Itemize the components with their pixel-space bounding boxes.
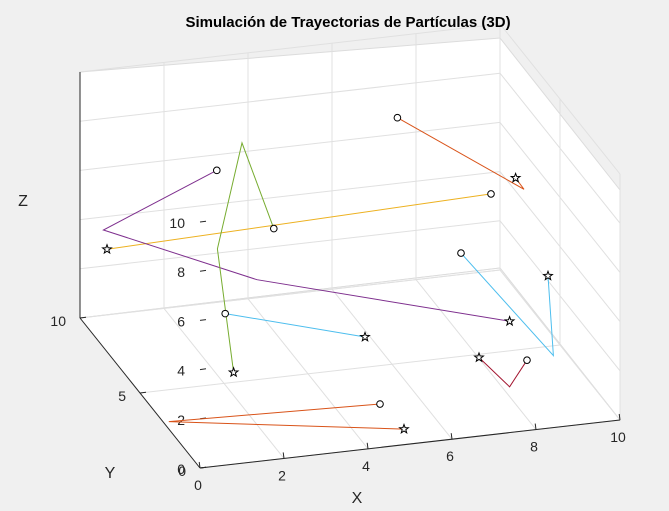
grid-lines bbox=[79, 23, 621, 469]
end-marker bbox=[542, 269, 554, 281]
z-tick-mark bbox=[199, 368, 207, 371]
y-tick-label: 0 bbox=[178, 463, 186, 479]
start-marker bbox=[457, 249, 465, 257]
z-tick-mark bbox=[199, 466, 207, 469]
x-axis-label: X bbox=[352, 490, 363, 507]
z-tick-label: 0 bbox=[177, 461, 185, 477]
trajectory-line bbox=[478, 357, 528, 388]
end-marker bbox=[398, 423, 410, 434]
series-5 bbox=[221, 309, 371, 342]
x-tick-mark bbox=[282, 452, 285, 459]
x-tick-label: 4 bbox=[362, 458, 370, 474]
end-marker bbox=[227, 366, 240, 378]
start-marker bbox=[523, 356, 531, 364]
z-tick-mark bbox=[199, 220, 207, 223]
z-tick-mark bbox=[199, 269, 207, 272]
series-3 bbox=[102, 166, 516, 327]
end-marker bbox=[359, 330, 371, 342]
grid-line-z bbox=[79, 269, 501, 319]
z-tick-label: 6 bbox=[177, 313, 185, 329]
start-marker bbox=[270, 224, 278, 233]
x-tick-mark bbox=[450, 433, 453, 440]
y-tick-mark bbox=[139, 391, 147, 394]
x-tick-mark bbox=[198, 461, 201, 469]
start-marker bbox=[393, 113, 402, 122]
x-tick-mark bbox=[618, 413, 621, 421]
z-tick-label: 4 bbox=[177, 363, 185, 379]
z-tick-mark bbox=[199, 319, 207, 321]
x-tick-label: 8 bbox=[530, 439, 538, 455]
z-axis-label: Z bbox=[18, 193, 28, 210]
trajectory-line bbox=[106, 193, 492, 250]
x-tick-mark bbox=[366, 442, 369, 449]
start-marker bbox=[376, 400, 384, 408]
end-marker bbox=[509, 171, 522, 183]
x-tick-label: 6 bbox=[446, 448, 454, 464]
x-tick-label: 10 bbox=[610, 429, 626, 445]
grid-line-z bbox=[79, 23, 501, 73]
trajectory-line bbox=[102, 169, 510, 322]
grid-line-z bbox=[499, 122, 621, 273]
x-axis-line bbox=[199, 419, 621, 469]
grid-line-z bbox=[499, 269, 621, 421]
z-tick-label: 8 bbox=[177, 264, 185, 280]
grid-line-y bbox=[139, 344, 561, 394]
trajectory-line bbox=[168, 403, 405, 430]
grid-line-z bbox=[79, 121, 501, 171]
end-marker bbox=[101, 243, 113, 255]
series-1 bbox=[168, 400, 410, 434]
x-tick-label: 2 bbox=[278, 467, 286, 483]
y-axis-label: Y bbox=[105, 465, 116, 482]
z-tick-label: 10 bbox=[169, 215, 185, 231]
grid-line-z bbox=[79, 171, 501, 221]
trajectory-line bbox=[225, 313, 366, 338]
start-marker bbox=[213, 166, 221, 175]
grid-line-z bbox=[499, 23, 621, 175]
y-tick-label: 10 bbox=[50, 313, 66, 329]
end-marker bbox=[503, 315, 516, 327]
start-marker bbox=[487, 190, 495, 198]
x-tick-mark bbox=[534, 423, 537, 430]
grid-line-z bbox=[499, 171, 621, 322]
end-marker bbox=[473, 351, 485, 363]
series-layer bbox=[101, 113, 554, 434]
grid-line-z bbox=[499, 72, 621, 224]
chart-title: Simulación de Trayectorias de Partículas… bbox=[185, 14, 510, 31]
y-tick-label: 5 bbox=[118, 388, 126, 404]
series-8 bbox=[457, 249, 554, 358]
series-7 bbox=[393, 113, 525, 190]
series-6 bbox=[473, 351, 531, 388]
grid-line-z bbox=[79, 72, 501, 122]
y-tick-mark bbox=[79, 316, 87, 319]
start-marker bbox=[221, 309, 229, 318]
series-2 bbox=[101, 190, 495, 255]
x-tick-label: 0 bbox=[194, 477, 202, 493]
z-tick-label: 2 bbox=[177, 412, 185, 428]
grid-line-z bbox=[79, 220, 501, 270]
grid-line-z bbox=[499, 220, 621, 372]
trajectory-line bbox=[460, 252, 554, 358]
